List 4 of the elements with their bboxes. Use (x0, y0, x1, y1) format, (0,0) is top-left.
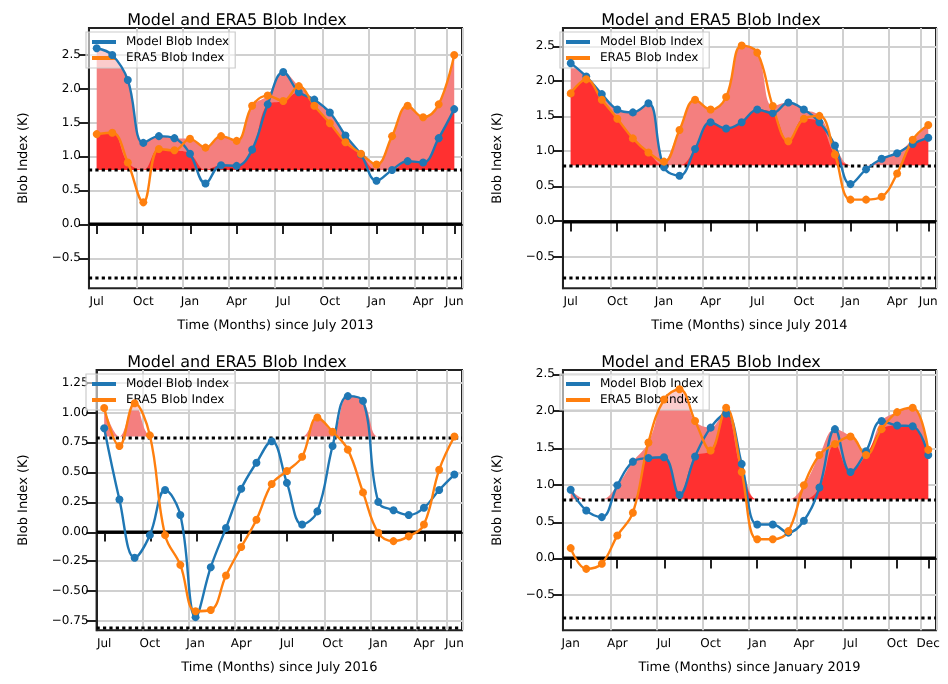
chart-title: Model and ERA5 Blob Index (601, 11, 822, 29)
chart-title: Model and ERA5 Blob Index (601, 353, 822, 371)
chart-title: Model and ERA5 Blob Index (127, 353, 348, 371)
chart-title: Model and ERA5 Blob Index (127, 11, 348, 29)
